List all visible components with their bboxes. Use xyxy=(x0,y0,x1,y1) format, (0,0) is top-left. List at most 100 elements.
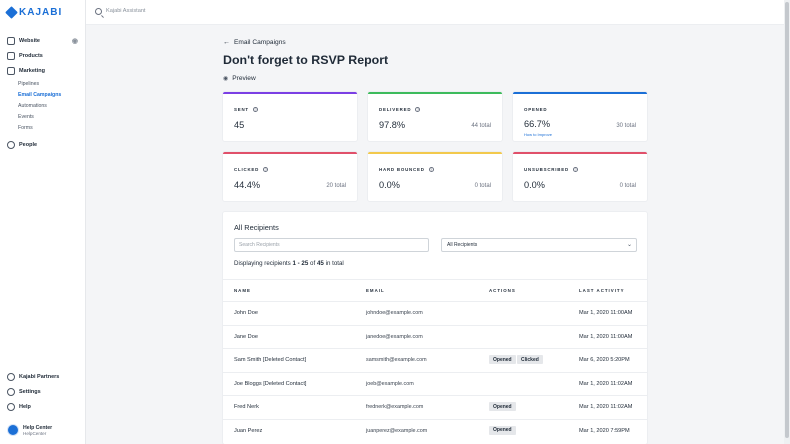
sidebar-item-label: Kajabi Partners xyxy=(19,373,60,380)
stat-label: HARD BOUNCED? xyxy=(379,167,434,172)
display-prefix: Displaying recipients xyxy=(234,260,291,267)
sidebar-item-help[interactable]: Help xyxy=(0,399,86,414)
scrollbar-thumb[interactable] xyxy=(785,2,789,438)
recipient-name[interactable]: Joe Bloggs [Deleted Contact] xyxy=(234,380,307,387)
help-center-title: Help Center xyxy=(23,424,53,431)
sidebar-item-kajabi-partners[interactable]: Kajabi Partners xyxy=(0,369,86,384)
sidebar-subitem-email-campaigns[interactable]: Email Campaigns xyxy=(18,91,62,98)
recipient-email: johndoe@example.com xyxy=(366,310,423,316)
preview-link[interactable]: ◉ Preview xyxy=(223,75,256,82)
table-row[interactable]: Fred Nerk frednerk@example.com Opened Ma… xyxy=(223,396,647,420)
preview-label: Preview xyxy=(232,75,256,82)
stat-label-text: HARD BOUNCED xyxy=(379,167,425,172)
display-count: 45 xyxy=(316,260,324,267)
eye-icon[interactable]: ◉ xyxy=(71,37,78,45)
assistant-search-input[interactable]: Kajabi Assistant xyxy=(106,8,146,14)
sidebar-subitem-forms[interactable]: Forms xyxy=(18,124,33,131)
arrow-left-icon: ← xyxy=(223,39,230,46)
stat-value: 0.0% xyxy=(524,180,545,190)
back-link[interactable]: ← Email Campaigns xyxy=(223,39,286,46)
megaphone-icon xyxy=(7,66,15,75)
kajabi-logo[interactable]: KAJABI xyxy=(5,6,63,19)
table-row[interactable]: Joe Bloggs [Deleted Contact] joeb@exampl… xyxy=(223,373,647,396)
recipient-email: joeb@example.com xyxy=(366,380,414,387)
sidebar-item-label: People xyxy=(19,141,38,148)
recipients-count-text: Displaying recipients 1 - 25 of 45 in to… xyxy=(234,260,344,267)
card-accent-bar xyxy=(223,92,357,94)
question-icon[interactable]: ? xyxy=(428,167,434,172)
stat-total: 0 total xyxy=(474,183,491,189)
help-icon xyxy=(7,402,15,411)
recipient-last-activity: Mar 1, 2020 11:02AM xyxy=(579,404,633,410)
table-row[interactable]: Sam Smith [Deleted Contact] samsmith@exa… xyxy=(223,349,647,373)
sidebar-bottom: Kajabi Partners Settings Help xyxy=(0,369,86,414)
sidebar-item-label: Marketing xyxy=(19,67,45,74)
sidebar-item-people[interactable]: People xyxy=(0,137,86,152)
back-link-label: Email Campaigns xyxy=(234,39,286,46)
action-badge-opened: Opened xyxy=(489,402,516,411)
recipient-email: janedoe@example.com xyxy=(366,333,423,340)
sidebar-item-website[interactable]: Website ◉ xyxy=(0,33,86,48)
recipients-search-input[interactable]: Search Recipients xyxy=(234,238,429,252)
question-icon[interactable]: ? xyxy=(263,167,269,172)
help-center-widget[interactable]: Help Center HelpCenter xyxy=(7,424,52,436)
column-header-email[interactable]: EMAIL xyxy=(366,288,385,293)
table-row[interactable]: Juan Perez juanperez@example.com Opened … xyxy=(223,420,647,444)
recipient-name[interactable]: Juan Perez xyxy=(234,427,263,434)
question-icon[interactable]: ? xyxy=(572,167,578,172)
action-badge-clicked: Clicked xyxy=(517,355,543,364)
sidebar-item-products[interactable]: Products xyxy=(0,48,86,63)
people-icon xyxy=(7,140,15,149)
question-icon[interactable]: ? xyxy=(415,107,421,112)
stat-label-text: SENT xyxy=(234,107,249,112)
question-icon[interactable]: ? xyxy=(252,107,258,112)
logo-text: KAJABI xyxy=(19,7,63,18)
sidebar-subitem-events[interactable]: Events xyxy=(18,113,34,120)
stat-label: UNSUBSCRIBED? xyxy=(524,167,578,172)
stat-value: 45 xyxy=(234,120,245,130)
stat-card-opened: OPENED 66.7% How to Improve 30 total xyxy=(513,92,647,141)
box-icon xyxy=(7,51,15,60)
recipients-panel: All Recipients Search Recipients All Rec… xyxy=(223,212,647,444)
stat-card-unsubscribed: UNSUBSCRIBED? 0.0% 0 total xyxy=(513,152,647,201)
recipient-last-activity: Mar 1, 2020 11:00AM xyxy=(579,333,633,340)
recipient-name[interactable]: Fred Nerk xyxy=(234,404,259,410)
stat-value: 66.7% xyxy=(524,119,551,129)
table-row[interactable]: Jane Doe janedoe@example.com Mar 1, 2020… xyxy=(223,326,647,349)
recipient-last-activity: Mar 1, 2020 11:02AM xyxy=(579,380,633,387)
eye-icon: ◉ xyxy=(223,76,229,82)
sidebar-item-marketing[interactable]: Marketing xyxy=(0,63,86,78)
search-icon xyxy=(95,8,102,15)
gear-icon xyxy=(7,387,15,396)
stat-value: 97.8% xyxy=(379,120,406,130)
sidebar-subitem-automations[interactable]: Automations xyxy=(18,102,47,109)
recipient-name[interactable]: John Doe xyxy=(234,310,258,316)
recipients-filter-select[interactable]: All Recipients ⌄ xyxy=(441,238,637,252)
stat-label-text: CLICKED xyxy=(234,167,260,172)
stat-label: CLICKED? xyxy=(234,167,269,172)
how-to-improve-link[interactable]: How to Improve xyxy=(524,132,553,137)
column-header-last-activity[interactable]: LAST ACTIVITY xyxy=(579,288,625,293)
sidebar-item-label: Settings xyxy=(19,388,41,395)
stat-total: 44 total xyxy=(471,123,491,129)
stat-label: OPENED xyxy=(524,107,547,112)
stat-card-sent: SENT? 45 xyxy=(223,92,357,141)
stat-card-hard-bounced: HARD BOUNCED? 0.0% 0 total xyxy=(368,152,502,201)
sidebar-subitem-pipelines[interactable]: Pipelines xyxy=(18,80,40,87)
recipient-last-activity: Mar 6, 2020 5:20PM xyxy=(579,357,630,363)
table-row[interactable]: John Doe johndoe@example.com Mar 1, 2020… xyxy=(223,302,647,326)
recipient-email: frednerk@example.com xyxy=(366,404,424,410)
sidebar-item-settings[interactable]: Settings xyxy=(0,384,86,399)
scrollbar[interactable] xyxy=(784,0,790,444)
column-header-name[interactable]: NAME xyxy=(234,288,251,293)
action-badge-opened: Opened xyxy=(489,355,516,364)
recipient-name[interactable]: Sam Smith [Deleted Contact] xyxy=(234,357,307,363)
monitor-icon xyxy=(7,36,15,45)
chevron-down-icon: ⌄ xyxy=(626,242,632,248)
card-accent-bar xyxy=(368,152,502,154)
recipient-name[interactable]: Jane Doe xyxy=(234,333,258,340)
help-center-text: Help Center HelpCenter xyxy=(23,425,52,436)
sidebar-item-label: Website xyxy=(19,37,40,44)
recipients-heading: All Recipients xyxy=(234,223,279,232)
sidebar-item-label: Products xyxy=(19,52,43,59)
